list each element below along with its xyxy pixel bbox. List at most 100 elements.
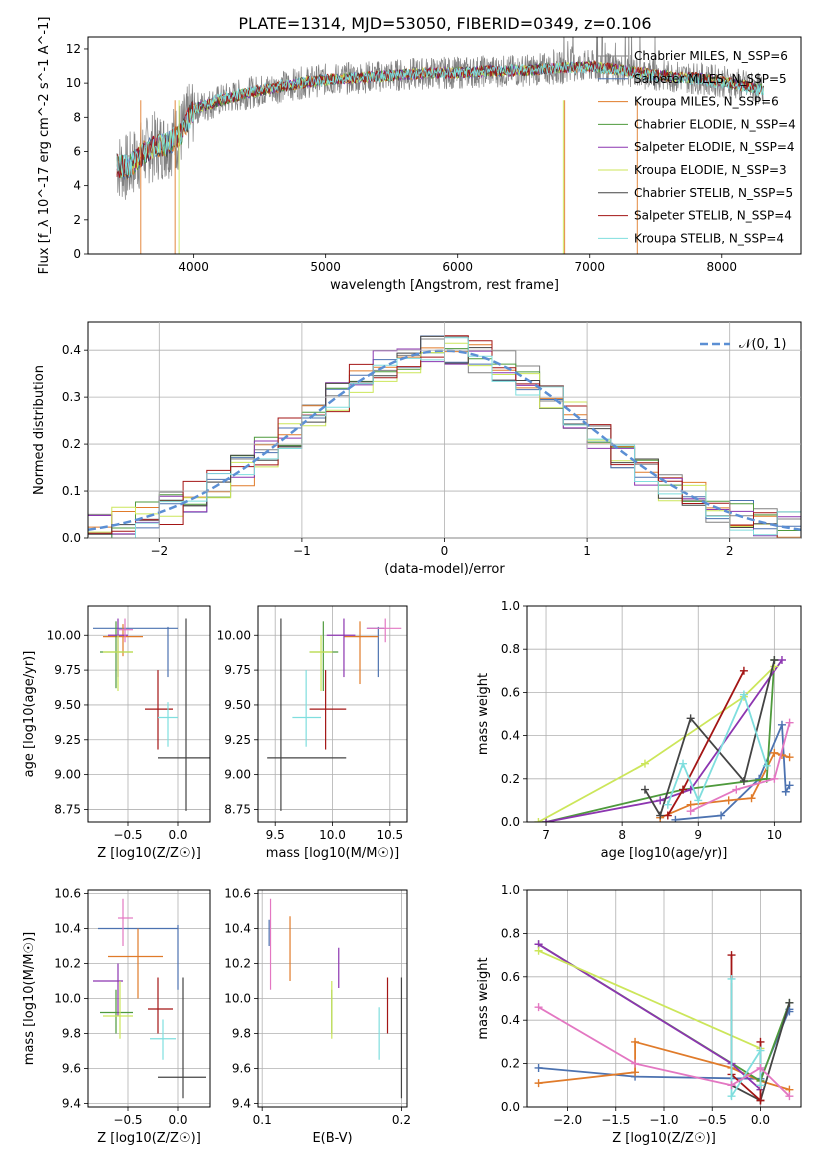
weight-point-marker [663,800,672,809]
y-tick-label: 9.25 [54,733,81,747]
weight-point-marker [534,818,543,822]
weight-series-line [537,665,776,822]
x-tick-label: 4000 [178,260,209,274]
x-axis-label: (data-model)/error [384,562,505,577]
x-tick-label: −1.0 [649,1113,678,1127]
age_vs_Z-points [93,618,210,811]
y-axis-label: age [log10(age/yr)] [22,651,37,778]
weight-series-line [538,949,761,1050]
y-tick-label: 0.0 [501,1100,520,1114]
figure-title: PLATE=1314, MJD=53050, FIBERID=0349, z=0… [238,14,651,33]
y-tick-label: 4 [73,179,81,193]
residuals-legend: 𝒩(0, 1) [700,337,786,352]
y-tick-label: 9.6 [62,1062,81,1076]
y-tick-label: 9.50 [224,698,251,712]
y-tick-label: 0.4 [501,729,520,743]
x-tick-label: −2 [150,544,168,558]
y-axis-label: mass [log10(M/M☉)] [22,932,37,1065]
y-tick-label: 9.8 [62,1027,81,1041]
weight-point-marker [679,785,688,794]
legend-entry: Chabrier ELODIE, N_SSP=4 [634,117,796,131]
weight-point-marker [781,787,790,796]
age_vs_Z-axes: −0.5 0.0 8.75 9.00 9.25 9.50 9.75 10.00 Z [log10… [22,606,210,861]
x-axis-label: Z [log10(Z/Z☉)] [612,1131,716,1146]
weight-point-marker [770,748,779,757]
y-tick-label: 0 [73,247,81,261]
massweight_vs_Z-frame [526,889,802,1108]
legend-entry: Salpeter ELODIE, N_SSP=4 [634,140,795,154]
mass_vs_ebv-points [268,898,403,1099]
x-tick-label: 0.0 [168,1113,187,1127]
x-axis-label: Z [log10(Z/Z☉)] [97,1131,201,1146]
massweight_vs_age-lines [534,656,794,822]
panels-container: 4000 5000 6000 7000 8000024681012wavelength … [22,17,802,1146]
x-tick-label: 0.1 [253,1113,272,1127]
x-tick-label: 8000 [707,260,738,274]
weight-point-marker [739,776,748,785]
massweight_vs_Z-axes: −2.0 −1.5 −1.0 −0.5 0.0 0.0 0.2 0.4 0.6 0.8 1.0 Z [… [476,883,801,1146]
weight-point-marker [631,1068,640,1077]
weight-point-marker [724,796,733,805]
weight-point-marker [756,1063,765,1072]
weight-point-marker [777,656,786,664]
y-tick-label: 9.25 [224,733,251,747]
x-tick-label: 8 [618,828,626,842]
spectrum-lines [116,37,765,254]
x-axis-label: mass [log10(M/M☉)] [266,846,399,861]
weight-point-marker [785,753,794,762]
weight-point-marker [732,785,741,794]
x-tick-label: 10.0 [319,828,346,842]
x-tick-label: 0.0 [168,828,187,842]
weight-point-marker [663,811,672,820]
y-tick-label: 6 [73,144,81,158]
weight-series-line [545,659,783,822]
x-tick-label: −2.0 [553,1113,582,1127]
y-tick-label: 10.6 [54,887,81,901]
weight-point-marker [679,759,688,768]
weight-point-marker [542,818,551,822]
y-tick-label: 1.0 [501,599,520,613]
weight-point-marker [640,759,649,768]
y-tick-label: 10.2 [224,957,251,971]
age_vs_mass-frame [257,605,408,823]
weight-point-marker [739,666,748,675]
weight-point-marker [631,1059,640,1068]
x-axis-label: Z [log10(Z/Z☉)] [97,846,201,861]
weight-point-marker [756,1096,765,1105]
weight-point-marker [747,794,756,803]
y-tick-label: 9.8 [232,1027,251,1041]
weight-point-marker [686,807,695,816]
weight-point-marker [762,761,771,770]
y-tick-label: 0.4 [62,343,81,357]
y-tick-label: 0.2 [501,772,520,786]
y-tick-label: 10.4 [54,922,81,936]
massweight_vs_Z-lines [534,940,794,1105]
legend-entry: Chabrier STELIB, N_SSP=5 [634,186,793,200]
x-tick-label: 2 [726,544,734,558]
y-tick-label: 0.1 [62,484,81,498]
weight-point-marker [727,974,736,983]
y-tick-label: 9.4 [62,1097,81,1111]
x-tick-label: 6000 [442,260,473,274]
weight-point-marker [756,1081,765,1090]
spectrum-axes: 4000 5000 6000 7000 8000 0 2 4 6 8 10 12 wavelength … [37,17,737,293]
y-tick-label: 10.6 [224,887,251,901]
weight-point-marker [727,1092,736,1101]
y-tick-label: 10 [66,76,81,90]
weight-point-marker [686,714,695,723]
x-axis-label: E(B-V) [312,1131,352,1146]
weight-point-marker [534,1003,543,1012]
weight-point-marker [631,1037,640,1046]
age_vs_Z-frame [87,605,211,823]
weight-point-marker [656,811,665,820]
weight-point-marker [671,815,680,822]
mass_vs_ebv-frame [257,889,408,1108]
y-tick-label: 2 [73,213,81,227]
y-tick-label: 0.2 [501,1057,520,1071]
y-tick-label: 0.0 [62,531,81,545]
spectrum-series-line [116,60,764,179]
weight-point-marker [785,718,794,727]
x-tick-label: −1.5 [601,1113,630,1127]
x-tick-label: −0.5 [113,828,142,842]
age_vs_mass-axes: 9.5 10.0 10.5 8.75 9.00 9.25 9.50 9.75 10.00 mass… [217,606,407,861]
